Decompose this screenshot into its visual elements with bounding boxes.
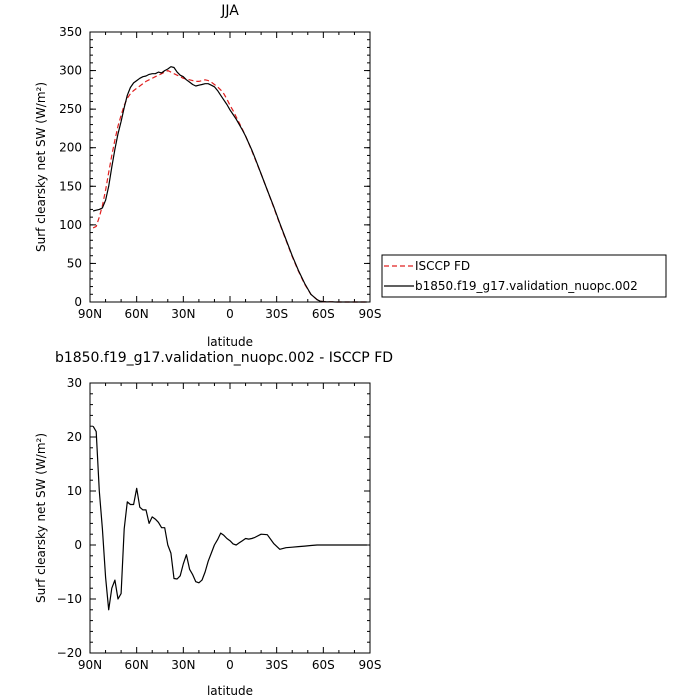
- bottom-chart-xlabel: latitude: [207, 684, 253, 698]
- bottom-chart-ytick-label: 30: [67, 376, 82, 390]
- bottom-chart: b1850.f19_g17.validation_nuopc.002 - ISC…: [34, 350, 393, 698]
- top-chart-xtick-label: 90S: [359, 307, 382, 321]
- top-chart-ytick-label: 350: [59, 25, 82, 39]
- top-chart: JJA 90N 60N 30N 0 30S 60S 90S 0 50 100 150 200 250 30…: [34, 3, 381, 349]
- bottom-chart-xtick-label: 60S: [312, 658, 335, 672]
- top-chart-legend: ISCCP FD b1850.f19_g17.validation_nuopc.…: [381, 254, 667, 298]
- top-chart-xtick-label: 0: [226, 307, 234, 321]
- top-chart-ytick-label: 150: [59, 179, 82, 193]
- top-chart-ytick-label: 200: [59, 141, 82, 155]
- legend-box: [381, 254, 667, 298]
- top-chart-series-line-1: [92, 66, 367, 303]
- bottom-chart-ytick-label: −10: [57, 592, 82, 606]
- bottom-chart-ytick-label: −20: [57, 646, 82, 660]
- bottom-chart-xtick-label: 90N: [78, 658, 102, 672]
- top-chart-ytick-label: 100: [59, 218, 82, 232]
- top-chart-title: JJA: [220, 3, 239, 19]
- bottom-chart-ylabel: Surf clearsky net SW (W/m²): [34, 433, 48, 603]
- top-chart-ytick-label: 300: [59, 64, 82, 78]
- top-chart-xtick-label: 90N: [78, 307, 102, 321]
- legend-label-isccp: ISCCP FD: [415, 259, 470, 273]
- legend-label-model: b1850.f19_g17.validation_nuopc.002: [415, 279, 638, 293]
- top-chart-xtick-label: 30N: [171, 307, 195, 321]
- bottom-chart-xtick-label: 90S: [359, 658, 382, 672]
- top-chart-ytick-label: 50: [67, 256, 82, 270]
- bottom-chart-ytick-label: 20: [67, 430, 82, 444]
- bottom-chart-title: b1850.f19_g17.validation_nuopc.002 - ISC…: [55, 350, 393, 366]
- top-chart-ylabel: Surf clearsky net SW (W/m²): [34, 82, 48, 252]
- bottom-chart-xtick-label: 30N: [171, 658, 195, 672]
- top-chart-ytick-label: 250: [59, 102, 82, 116]
- top-chart-plot-frame: [89, 31, 371, 303]
- bottom-chart-series-line-0: [92, 425, 367, 611]
- top-chart-xtick-label: 30S: [265, 307, 288, 321]
- bottom-chart-xtick-label: 30S: [265, 658, 288, 672]
- top-chart-ytick-label: 0: [74, 295, 82, 309]
- top-chart-xlabel: latitude: [207, 335, 253, 349]
- top-chart-xtick-label: 60N: [125, 307, 149, 321]
- top-chart-xtick-label: 60S: [312, 307, 335, 321]
- bottom-chart-ytick-label: 0: [74, 538, 82, 552]
- bottom-chart-ytick-label: 10: [67, 484, 82, 498]
- bottom-chart-xtick-label: 0: [226, 658, 234, 672]
- bottom-chart-xtick-label: 60N: [125, 658, 149, 672]
- top-chart-series-line-0: [92, 69, 367, 303]
- bottom-chart-plot-frame: [89, 382, 371, 654]
